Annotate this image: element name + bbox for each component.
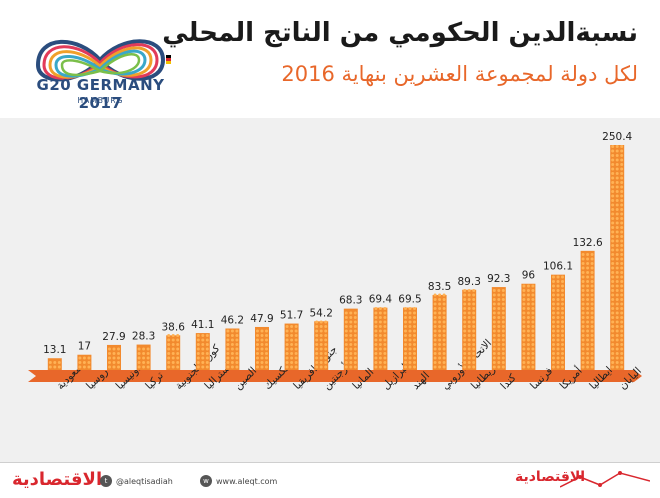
footer-brand-logo: الاقتصادية — [12, 469, 103, 490]
g20-knot-logo-icon — [35, 39, 171, 82]
logo-title: G20 GERMANY 2017 — [36, 76, 165, 112]
bar-dots — [522, 284, 535, 369]
value-label: 46.2 — [221, 314, 244, 326]
bar — [77, 354, 92, 370]
bar — [225, 328, 240, 370]
bar — [521, 283, 536, 370]
bar-dots — [137, 347, 150, 369]
bar — [580, 250, 595, 370]
footer-handle: @aleqtisadiah — [116, 477, 173, 486]
bar-dots — [78, 356, 91, 369]
bar-dots — [48, 361, 61, 369]
bar — [166, 334, 181, 370]
bar-rect — [195, 333, 210, 370]
value-label: 69.5 — [398, 294, 421, 306]
bar — [403, 307, 417, 370]
web-icon: w — [200, 475, 212, 487]
bar-dots — [492, 289, 505, 369]
chart-background — [0, 118, 660, 468]
bar-dots — [315, 320, 328, 369]
header: G20 GERMANY 2017 HAMBURG نسبةالدين الحكو… — [0, 0, 660, 118]
value-label: 38.6 — [162, 321, 186, 333]
bar-dots — [226, 329, 239, 369]
bar-dots — [463, 289, 476, 369]
footer-trend-icon — [560, 471, 650, 488]
footer-website: www.aleqt.com — [216, 477, 278, 486]
value-label: 89.3 — [458, 276, 481, 288]
bar — [491, 287, 506, 370]
bar-dots — [611, 145, 624, 369]
chart-title: نسبةالدين الحكومي من الناتج المحلي — [162, 18, 638, 48]
value-label: 250.4 — [602, 131, 632, 143]
value-label: 41.1 — [191, 319, 214, 331]
value-label: 68.3 — [339, 295, 362, 307]
bar-dots — [404, 307, 416, 369]
bar-dots — [552, 275, 564, 369]
value-label: 47.9 — [250, 313, 273, 325]
value-label: 13.1 — [43, 344, 66, 356]
logo-subtitle: HAMBURG — [77, 96, 124, 105]
value-label: 69.4 — [369, 294, 393, 306]
footer: الاقتصادية t @aleqtisadiah w www.aleqt.c… — [0, 462, 660, 498]
value-label: 132.6 — [573, 237, 603, 249]
value-label: 92.3 — [487, 273, 510, 285]
value-label: 51.7 — [280, 310, 303, 322]
bar — [343, 308, 358, 370]
bar — [284, 323, 299, 370]
bar-dots — [581, 253, 594, 369]
bar — [551, 274, 565, 370]
bar — [255, 326, 269, 370]
value-label: 17 — [78, 341, 91, 353]
chart-subtitle: لكل دولة لمجموعة العشرين بنهاية 2016 — [281, 62, 638, 86]
value-label: 27.9 — [102, 331, 125, 343]
bar — [462, 289, 477, 370]
bar — [107, 344, 121, 370]
bar-dots — [433, 293, 446, 369]
bar — [136, 344, 151, 370]
bar-dots — [167, 334, 180, 369]
footer-brand-logo-right: الاقتصادية — [515, 469, 586, 485]
bar-dots — [285, 325, 298, 369]
bar-dots — [374, 307, 387, 369]
bar-dots — [108, 347, 120, 369]
chart-baseline — [28, 370, 642, 382]
bar-dots — [196, 334, 209, 369]
value-label: 54.2 — [310, 307, 333, 319]
bar-dots — [344, 311, 357, 369]
value-label: 106.1 — [543, 261, 573, 273]
bar — [47, 358, 62, 370]
bar — [373, 307, 388, 370]
bar-dots — [256, 329, 268, 369]
twitter-icon: t — [100, 475, 112, 487]
bar-rect — [47, 358, 62, 370]
bar-chart: 13.1السعودية17روسيا27.9اندونيسيا28.3تركي… — [28, 131, 644, 392]
bar — [314, 320, 329, 370]
bar — [195, 333, 210, 370]
bar — [432, 293, 447, 370]
value-label: 83.5 — [428, 281, 451, 293]
value-label: 28.3 — [132, 331, 155, 343]
value-label: 96 — [522, 270, 536, 282]
bar — [610, 145, 625, 370]
